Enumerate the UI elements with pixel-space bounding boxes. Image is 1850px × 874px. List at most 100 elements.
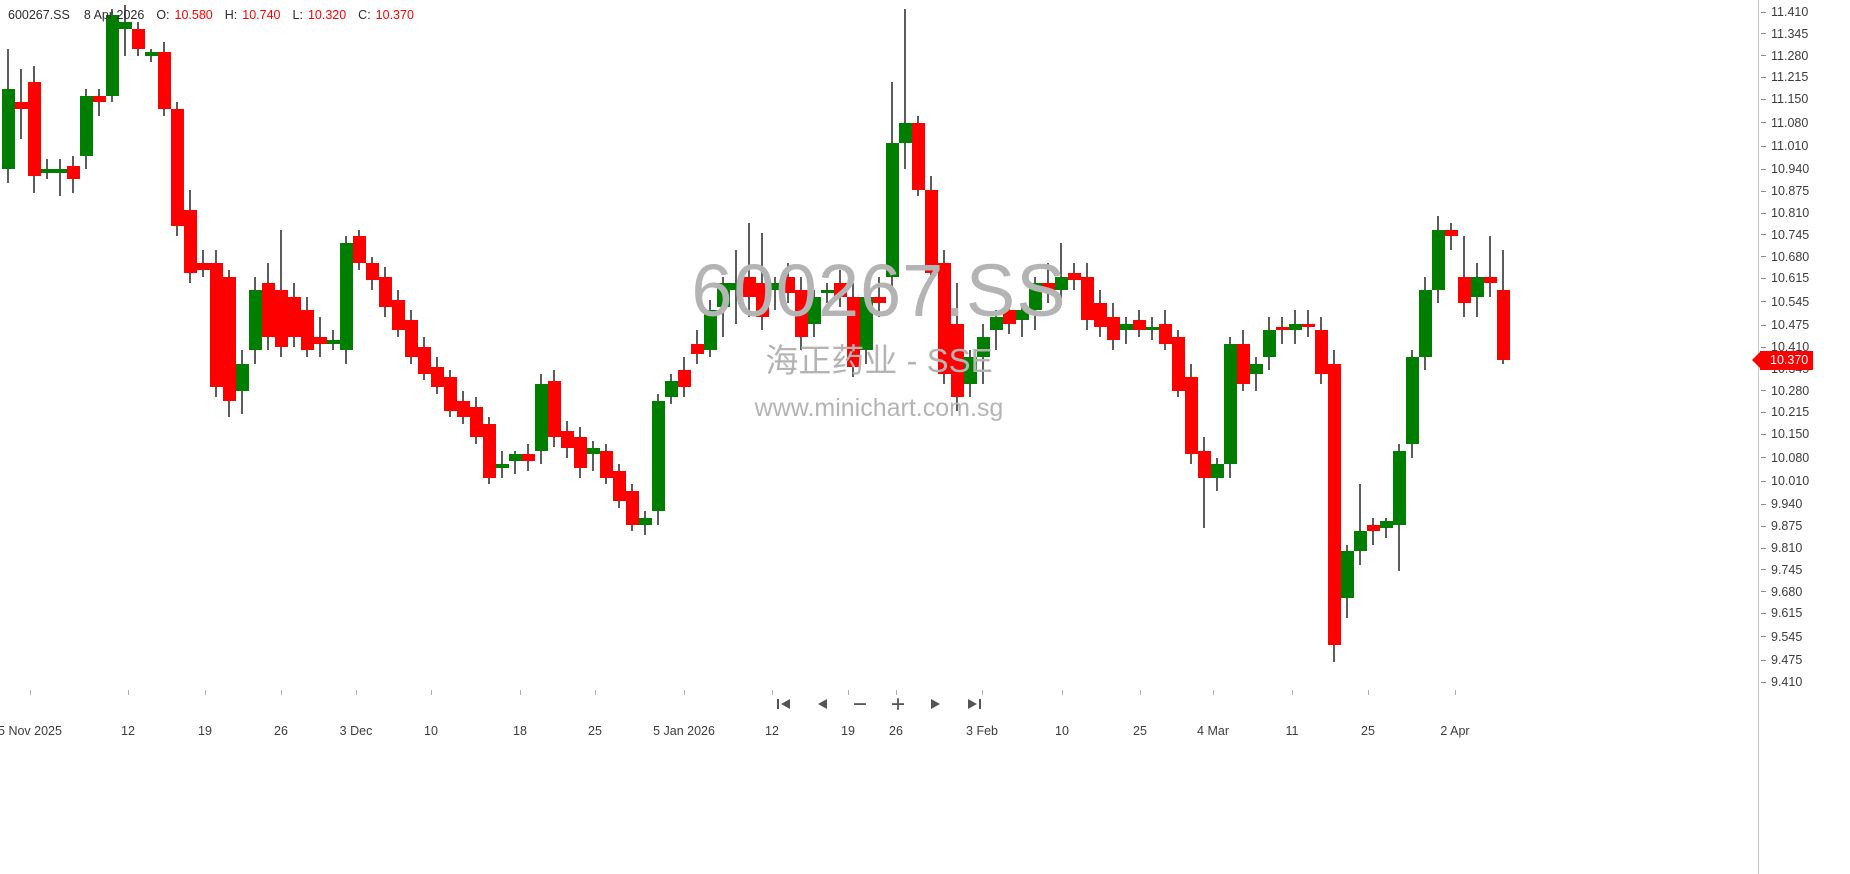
candlestick	[313, 0, 327, 690]
candlestick	[885, 0, 899, 690]
candlestick	[1470, 0, 1484, 690]
candle-body	[144, 52, 158, 56]
candle-body	[1002, 310, 1016, 324]
go-to-end-button[interactable]	[961, 692, 987, 716]
tick-mark	[1761, 277, 1766, 279]
candle-wick	[748, 223, 750, 317]
candle-body	[521, 454, 535, 461]
price-axis-tick-label: 11.345	[1771, 26, 1809, 41]
candlestick	[1106, 0, 1120, 690]
candlestick	[1210, 0, 1224, 690]
candle-body	[391, 300, 405, 331]
tick-mark	[1761, 612, 1766, 614]
price-axis-tick: 9.875	[1759, 519, 1802, 533]
open-value: 10.580	[174, 8, 213, 22]
candle-body	[716, 283, 730, 307]
low-value: 10.320	[307, 8, 347, 22]
tick-mark	[1761, 659, 1766, 661]
candlestick	[1132, 0, 1146, 690]
candle-wick	[124, 5, 126, 56]
candlestick	[625, 0, 639, 690]
candlestick	[170, 0, 184, 690]
candle-wick	[1463, 236, 1465, 317]
low-label: L:	[292, 8, 303, 22]
candlestick	[66, 0, 80, 690]
price-axis-tick-label: 10.010	[1771, 474, 1810, 488]
price-axis-tick-label: 9.615	[1771, 606, 1803, 621]
candlestick	[1249, 0, 1263, 690]
time-axis-tick-label: 18	[513, 724, 527, 738]
candle-body	[1197, 450, 1211, 478]
price-axis[interactable]: 10.370 11.410 11.345 11.280 11.215 11.150 11.…	[1752, 0, 1850, 874]
price-axis-tick-label: 11.215	[1771, 70, 1809, 85]
tick-mark	[1761, 168, 1766, 170]
tick-mark	[1761, 190, 1766, 192]
go-to-start-button[interactable]	[771, 692, 797, 716]
candle-body	[313, 336, 327, 344]
candlestick	[300, 0, 314, 690]
candle-body	[365, 263, 379, 280]
time-axis: 5 Nov 2025 12 19 26 3 Dec 10 18 25 5 Jan 2026 12 1…	[0, 690, 1758, 874]
time-axis-tick-mark	[1455, 690, 1456, 695]
tick-mark	[1761, 390, 1766, 392]
price-axis-tick: 11.010	[1759, 139, 1808, 153]
high-label: H:	[224, 8, 238, 22]
chart-plot-area[interactable]: 600267.SS 海正药业 - SSE www.minichart.com.s…	[0, 0, 1758, 690]
candle-body	[1405, 357, 1419, 445]
candlestick	[365, 0, 379, 690]
candlestick	[755, 0, 769, 690]
price-axis-tick-label: 10.410	[1771, 340, 1810, 354]
candle-body	[1353, 531, 1367, 552]
candle-body	[105, 15, 119, 96]
tick-mark	[1761, 324, 1766, 326]
candle-body	[846, 296, 860, 368]
candle-body	[183, 209, 197, 274]
candlestick	[144, 0, 158, 690]
price-axis-tick-label: 10.745	[1771, 227, 1810, 242]
candle-body	[872, 296, 886, 304]
candle-body	[495, 464, 509, 468]
candle-wick	[826, 283, 828, 304]
candlestick	[872, 0, 886, 690]
zoom-in-button[interactable]	[885, 692, 911, 716]
time-axis-tick-label: 10	[424, 724, 438, 738]
candle-wick	[202, 249, 204, 277]
candlestick	[1067, 0, 1081, 690]
candlestick	[664, 0, 678, 690]
price-axis-tick: 10.080	[1759, 451, 1809, 465]
candle-body	[53, 169, 67, 173]
time-axis-tick-mark	[520, 690, 521, 695]
candlestick	[209, 0, 223, 690]
candle-body	[209, 263, 223, 388]
candlestick	[976, 0, 990, 690]
candle-body	[729, 283, 743, 291]
candlestick	[833, 0, 847, 690]
candle-wick	[98, 89, 100, 116]
step-forward-button[interactable]	[923, 692, 949, 716]
candle-body	[1314, 330, 1328, 374]
tick-mark	[1761, 256, 1766, 258]
zoom-out-button[interactable]	[847, 692, 873, 716]
candle-body	[1223, 343, 1237, 465]
candle-wick	[1281, 316, 1283, 344]
candlestick	[235, 0, 249, 690]
candlestick	[274, 0, 288, 690]
candlestick	[690, 0, 704, 690]
candle-body	[300, 310, 314, 351]
candlestick	[1444, 0, 1458, 690]
step-back-button[interactable]	[809, 692, 835, 716]
price-axis-tick: 10.745	[1759, 228, 1809, 242]
candle-wick	[1489, 236, 1491, 297]
tick-mark	[1761, 33, 1766, 35]
candle-wick	[592, 440, 594, 471]
candle-wick	[514, 450, 516, 475]
candle-body	[1015, 310, 1029, 321]
price-axis-tick-label: 9.680	[1771, 584, 1803, 599]
time-axis-tick-label: 25	[588, 724, 602, 738]
candlestick	[222, 0, 236, 690]
candlestick	[1457, 0, 1471, 690]
candlestick	[1054, 0, 1068, 690]
candle-body	[1093, 303, 1107, 327]
candlestick	[1236, 0, 1250, 690]
candlestick	[27, 0, 41, 690]
